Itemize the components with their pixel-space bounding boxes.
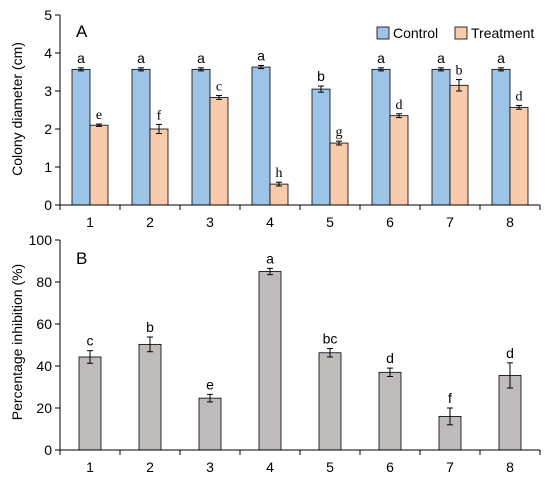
bar [269,183,289,206]
x-tick-label: 6 [386,459,394,475]
panel-a-legend: Control Treatment [376,25,534,41]
y-tick-label: 60 [36,316,52,332]
significance-letter: c [216,80,222,95]
x-tick-label: 1 [86,214,94,230]
significance-letter: h [276,166,283,181]
x-tick-label: 4 [266,459,274,475]
significance-letter: c [87,333,94,349]
bar [491,68,511,206]
x-tick-label: 3 [206,459,214,475]
significance-letter: a [266,250,274,266]
x-tick-label: 8 [506,214,514,230]
y-tick-label: 4 [44,45,52,61]
significance-letter: d [506,345,514,361]
legend-control-swatch [376,26,390,40]
significance-letter: a [137,50,145,66]
significance-letter: a [377,50,385,66]
y-tick-label: 0 [44,442,52,458]
y-tick-label: 20 [36,400,52,416]
bar [329,142,349,206]
significance-letter: a [497,50,505,66]
bar [371,68,391,206]
significance-letter: a [437,50,445,66]
panel-a-error-bars [78,65,522,187]
significance-letter: bc [323,331,338,347]
significance-letter: a [77,50,85,66]
significance-letter: d [516,89,523,104]
bar [149,128,169,206]
panel-b-axes: 0 20 40 60 80 100 1 2 3 4 5 6 7 8 [29,232,541,475]
y-tick-label: 40 [36,358,52,374]
x-tick-label: 5 [326,214,334,230]
bar [138,343,162,451]
y-tick-label: 1 [44,159,52,175]
bar [191,68,211,206]
panel-b-error-bars [87,267,513,426]
bar [251,66,271,206]
significance-letter: g [336,125,343,140]
significance-letter: d [396,98,403,113]
panel-a-ylabel: Colony diameter (cm) [9,42,25,176]
legend-treatment-swatch [454,26,468,40]
panel-a-bars [71,66,529,206]
bar [431,68,451,206]
significance-letter: e [96,108,102,123]
legend-control-label: Control [393,25,438,41]
significance-letter: e [206,376,214,392]
panel-b-significance-letters: c b e a bc d f d [87,250,514,406]
bar [89,124,109,206]
bar [378,371,402,451]
y-tick-label: 100 [29,232,53,248]
panel-b: Percentage inhibition (%) B c b e a bc d f d 0 2… [9,232,541,475]
panel-b-label: B [76,249,87,268]
y-tick-label: 5 [44,7,52,23]
significance-letter: f [448,390,452,406]
x-tick-label: 5 [326,459,334,475]
significance-letter: b [456,64,463,79]
y-tick-label: 2 [44,121,52,137]
bar [209,97,229,206]
panel-b-ylabel: Percentage inhibition (%) [9,264,25,420]
bar [131,68,151,206]
significance-letter: b [146,319,154,335]
x-tick-label: 7 [446,214,454,230]
y-tick-label: 80 [36,274,52,290]
x-tick-label: 6 [386,214,394,230]
significance-letter: b [317,68,325,84]
significance-letter: a [257,48,265,64]
significance-letter: f [157,108,162,123]
panel-a-axes: 0 1 2 3 4 5 1 2 3 4 5 6 7 8 [44,7,541,230]
x-tick-label: 2 [146,459,154,475]
x-tick-label: 8 [506,459,514,475]
bar [78,356,102,451]
x-tick-label: 3 [206,214,214,230]
significance-letter: d [386,350,394,366]
bar [389,115,409,206]
x-tick-label: 2 [146,214,154,230]
significance-letter: a [197,50,205,66]
bar [71,68,91,206]
bar [258,271,282,451]
x-tick-label: 7 [446,459,454,475]
x-tick-label: 1 [86,459,94,475]
panel-a: Colony diameter (cm) A a a a aba a ae fchgdbd … [9,7,541,230]
panel-b-bars [78,271,522,451]
bar [198,397,222,451]
bar [509,106,529,206]
y-tick-label: 0 [44,197,52,213]
legend-treatment-label: Treatment [471,25,534,41]
panel-a-label: A [76,22,88,41]
bar [449,84,469,206]
bar [311,88,331,206]
y-tick-label: 3 [44,83,52,99]
x-tick-label: 4 [266,214,274,230]
bar [318,352,342,451]
